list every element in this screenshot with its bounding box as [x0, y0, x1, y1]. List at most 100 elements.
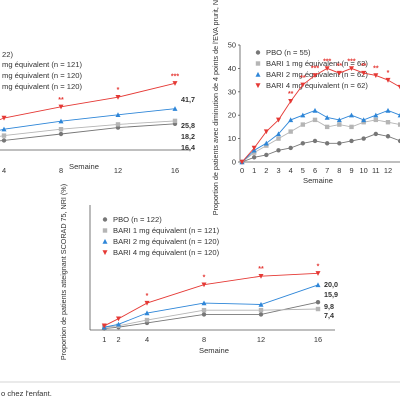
- panel-c-point-bari4: [144, 300, 150, 306]
- panel-b-legend-4: BARI 4 mg équivalent (n = 62): [266, 81, 368, 90]
- panel-c-point-bari2: [144, 310, 150, 316]
- panel-b-significance-star: **: [300, 75, 306, 82]
- panel-c-significance-star: **: [258, 266, 264, 273]
- panel-c-x-tick-label: 4: [145, 335, 149, 344]
- panel-b-point-pbo: [397, 138, 400, 144]
- panel-a-point-bari2: [58, 118, 64, 124]
- panel-c-x-label: Semaine: [199, 346, 229, 355]
- panel-b-point-bari1: [337, 122, 342, 127]
- panel-b-point-bari4: [324, 66, 330, 71]
- panel-b-legend-marker-bari1: [255, 61, 261, 66]
- panel-a-point-bari2: [172, 106, 178, 111]
- panel-b-x-tick-label: 6: [313, 166, 317, 175]
- panel-b-point-bari4: [336, 70, 342, 76]
- panel-b-point-bari4: [239, 159, 245, 165]
- panel-a-end-value-pbo: 16,4: [181, 143, 195, 152]
- panel-a-significance-star: **: [58, 97, 64, 104]
- panel-b-x-tick-label: 4: [289, 166, 293, 175]
- panel-b-point-bari4: [288, 98, 294, 104]
- panel-b-point-bari2: [397, 112, 400, 118]
- panel-b-y-tick-label: 50: [228, 41, 236, 50]
- panel-b-point-bari4: [276, 117, 281, 123]
- panel-b-point-bari1: [312, 117, 318, 123]
- panel-a-significance-star: *: [117, 87, 120, 94]
- panel-a-end-value-bari1: 18,2: [181, 132, 195, 141]
- panel-a-point-bari1: [115, 122, 121, 127]
- panel-b-significance-star: *: [387, 70, 390, 77]
- panel-c-point-bari2: [258, 301, 264, 307]
- panel-c-point-bari1: [315, 306, 321, 312]
- panel-b-y-tick-label: 0: [232, 158, 236, 167]
- panel-b-legend-2: BARI 1 mg équivalent (n = 63): [266, 59, 368, 68]
- panel-b-x-tick-label: 9: [349, 166, 353, 175]
- panel-b-point-bari4: [373, 73, 379, 79]
- panel-a-legend-1: 22): [2, 50, 13, 59]
- panel-c-point-bari1: [144, 317, 150, 323]
- panel-a-end-value-bari4: 41,7: [181, 95, 195, 104]
- panel-c-end-value-bari2: 15,9: [324, 290, 338, 299]
- panel-b-legend-1: PBO (n = 55): [266, 48, 311, 57]
- panel-b-point-bari2: [349, 112, 354, 118]
- panel-c-significance-star: *: [317, 263, 320, 270]
- panel-c-point-bari4: [116, 316, 121, 322]
- panel-a-x-tick-label: 16: [171, 166, 179, 175]
- panel-c-series-bari4: [104, 272, 319, 327]
- panel-a-point-bari1: [172, 118, 178, 124]
- panel-c-legend-4: BARI 4 mg équivalent (n = 120): [113, 248, 220, 257]
- panel-c-point-bari1: [258, 307, 264, 313]
- panel-b-x-tick-label: 1: [252, 166, 256, 175]
- panel-c-x-tick-label: 12: [257, 335, 265, 344]
- panel-b-point-bari1: [264, 143, 269, 148]
- panel-b-point-bari4: [397, 84, 400, 90]
- panel-b-x-label: Semaine: [303, 176, 333, 185]
- panel-b-x-tick-label: 7: [325, 166, 329, 175]
- panel-b-point-bari4: [263, 129, 269, 135]
- panel-c-point-bari4: [201, 282, 207, 288]
- panel-b-point-bari4: [361, 70, 367, 76]
- panel-b-point-pbo: [264, 152, 269, 158]
- panel-c-point-bari1: [201, 307, 207, 313]
- panel-b-y-tick-label: 10: [228, 134, 236, 143]
- panel-b-point-bari1: [276, 136, 281, 141]
- panel-b-point-bari1: [361, 120, 366, 125]
- panel-c-legend-3: BARI 2 mg équivalent (n = 120): [113, 237, 220, 246]
- panel-b-point-bari1: [300, 122, 306, 127]
- panel-b-legend-marker-pbo: [255, 50, 261, 55]
- panel-b-point-pbo: [361, 136, 366, 141]
- panel-c-point-bari2: [116, 321, 121, 327]
- panel-c-x-tick-label: 16: [314, 335, 322, 344]
- panel-a-legend-4: mg équivalent (n = 120): [2, 82, 82, 91]
- panel-b-chart: Proportion de patients avec diminution d…: [211, 0, 400, 215]
- panel-b-point-bari1: [349, 124, 354, 130]
- panel-a-x-tick-label: 8: [59, 166, 63, 175]
- panel-b-point-bari1: [324, 124, 330, 130]
- panel-c-end-value-pbo: 9,8: [324, 302, 334, 311]
- panel-b-point-bari2: [300, 112, 306, 118]
- panel-c-legend-2: BARI 1 mg équivalent (n = 121): [113, 226, 220, 235]
- panel-b-significance-star: **: [288, 91, 294, 98]
- panel-b-point-bari2: [361, 117, 367, 123]
- panel-b-point-pbo: [349, 138, 354, 144]
- panel-c-legend-marker-bari1: [102, 228, 108, 233]
- panel-b-point-pbo: [337, 141, 342, 146]
- panel-b-point-bari2: [385, 107, 391, 113]
- panel-a-x-label: Semaine: [69, 162, 99, 171]
- panel-b-y-tick-label: 30: [228, 87, 236, 96]
- panel-b-point-bari4: [385, 77, 391, 83]
- panel-a-significance-star: ***: [171, 73, 179, 80]
- panel-c-point-bari4: [258, 273, 264, 279]
- panel-b-y-tick-label: 40: [228, 64, 236, 73]
- panel-b-point-bari1: [288, 129, 293, 134]
- panel-b-significance-star: ***: [323, 58, 331, 65]
- panel-c-point-bari2: [201, 300, 207, 306]
- panel-b-point-bari1: [385, 120, 391, 125]
- panel-b-point-bari2: [263, 140, 269, 146]
- panel-b-point-pbo: [312, 138, 318, 144]
- panel-b-point-bari2: [288, 117, 294, 123]
- panel-a-point-bari2: [1, 126, 7, 132]
- panel-b-point-pbo: [324, 141, 330, 146]
- panel-a-point-bari1: [58, 127, 64, 132]
- panel-b-series-bari2: [241, 110, 400, 163]
- panel-c-point-pbo: [258, 312, 264, 317]
- panel-b-point-pbo: [276, 148, 281, 153]
